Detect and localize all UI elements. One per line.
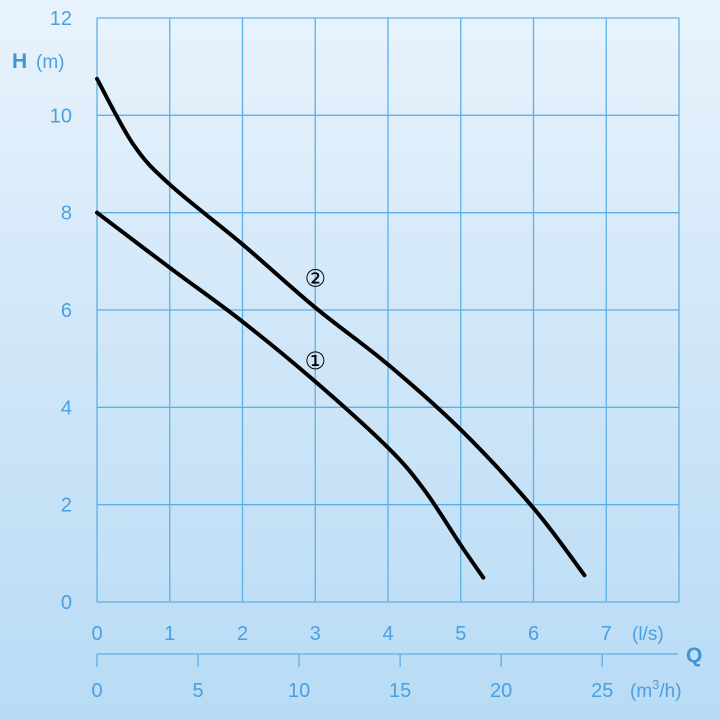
y-tick-label: 2 (61, 495, 72, 517)
grid (96, 17, 680, 603)
x-axis-symbol: Q (686, 644, 702, 667)
x2-tick-label: 10 (288, 680, 310, 702)
y-tick-label: 4 (61, 397, 72, 419)
x2-tick-label: 20 (490, 680, 512, 702)
x2-unit-sup: 3 (652, 677, 659, 692)
x-tick-label: 4 (382, 623, 393, 645)
x-tick-label: 6 (528, 623, 539, 645)
x-tick-label: 2 (237, 623, 248, 645)
y-axis-symbol: H (12, 50, 27, 73)
x-tick-label: 1 (164, 623, 175, 645)
pump-curve-2 (95, 76, 587, 578)
x2-tick-label: 0 (91, 680, 102, 702)
x-tick-label: 7 (601, 623, 612, 645)
x-axis-ticks: 0 1 2 3 4 5 6 7 (91, 623, 611, 645)
y-axis-ticks: 0 2 4 6 8 10 12 (50, 8, 72, 614)
y-tick-label: 8 (61, 203, 72, 225)
x2-tick-label: 15 (389, 680, 411, 702)
x-tick-label: 3 (310, 623, 321, 645)
curve-label: ① (304, 347, 326, 375)
x-tick-label: 0 (91, 623, 102, 645)
secondary-x-axis: 0 5 10 15 20 25 (91, 653, 678, 702)
curve-labels: ②① (304, 264, 326, 375)
pump-curve-1 (95, 210, 486, 580)
y-tick-label: 6 (61, 300, 72, 322)
curves (95, 76, 587, 580)
y-tick-label: 12 (50, 8, 72, 30)
y-axis-unit: (m) (36, 52, 64, 73)
x2-axis-unit: (m3/h) (630, 677, 682, 702)
y-tick-label: 0 (61, 592, 72, 614)
x-axis-unit-primary: (l/s) (632, 624, 664, 645)
curve-label: ② (304, 264, 326, 292)
y-tick-label: 10 (50, 105, 72, 127)
x2-unit-tail: /h) (659, 681, 681, 702)
x2-tick-label: 25 (591, 680, 613, 702)
x-tick-label: 5 (455, 623, 466, 645)
x2-unit-base: (m (630, 681, 652, 702)
x2-tick-label: 5 (192, 680, 203, 702)
